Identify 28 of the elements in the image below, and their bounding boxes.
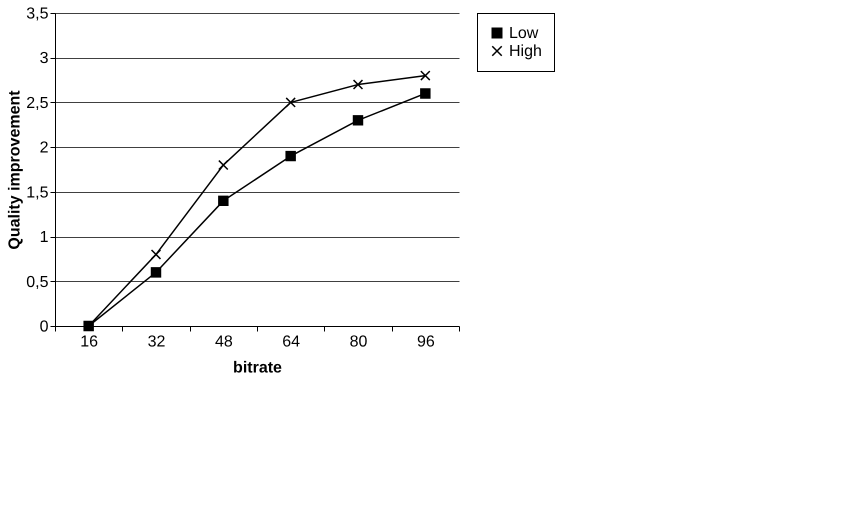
y-tick-label: 1,5 [26, 184, 49, 202]
x-tick-label: 32 [148, 334, 166, 350]
y-tick-label: 1 [40, 229, 49, 246]
x-tick-label: 96 [416, 334, 435, 350]
y-tick-label: 0,5 [26, 274, 49, 291]
legend-label: High [509, 43, 542, 60]
x-tick-label: 80 [350, 334, 368, 350]
x-tick-label: 48 [214, 334, 233, 350]
point [285, 97, 296, 108]
point [420, 70, 431, 81]
legend-label: Low [509, 25, 539, 42]
x-tick-label: 64 [282, 334, 300, 350]
point [218, 160, 229, 170]
y-axis-title: Quality improvement [6, 90, 24, 250]
point [285, 150, 296, 162]
point [420, 88, 431, 99]
y-tick-label: 3 [40, 50, 49, 68]
y-tick-label: 3,5 [26, 6, 49, 22]
point [218, 196, 229, 206]
y-tick-label: 0 [40, 318, 49, 336]
point [352, 115, 364, 126]
x-axis-title: bitrate [233, 360, 282, 376]
point [352, 79, 364, 90]
y-tick-label: 2 [40, 140, 49, 157]
point [150, 249, 162, 260]
point [150, 267, 162, 278]
x-tick-label: 16 [80, 334, 98, 350]
y-tick-label: 2,5 [26, 94, 49, 112]
